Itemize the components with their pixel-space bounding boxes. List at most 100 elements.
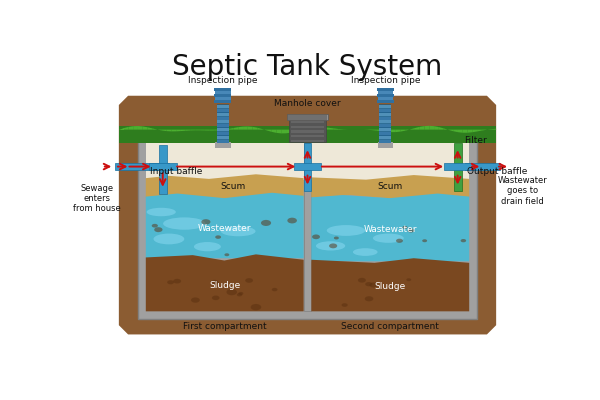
Bar [377, 142, 393, 148]
Polygon shape [372, 130, 377, 131]
Polygon shape [167, 130, 172, 131]
Ellipse shape [358, 278, 366, 283]
Ellipse shape [146, 208, 176, 216]
Bar [377, 91, 393, 94]
Bar [217, 124, 229, 128]
Ellipse shape [461, 239, 466, 242]
Bar [377, 94, 394, 97]
Bar [217, 127, 229, 128]
Bar [217, 116, 229, 120]
Text: Scum: Scum [377, 182, 403, 191]
Bar [379, 109, 391, 113]
Polygon shape [453, 130, 458, 132]
Text: Wastewater: Wastewater [364, 225, 417, 234]
Bar [217, 113, 229, 116]
Polygon shape [272, 130, 277, 133]
Bar [379, 127, 391, 128]
Ellipse shape [406, 278, 411, 281]
Bar [304, 144, 311, 191]
Ellipse shape [212, 296, 220, 300]
Polygon shape [377, 130, 382, 131]
Polygon shape [410, 128, 415, 130]
Polygon shape [119, 128, 124, 130]
Ellipse shape [403, 226, 407, 229]
Polygon shape [291, 130, 296, 133]
Text: Inspection pipe: Inspection pipe [188, 76, 257, 85]
Bar [217, 109, 229, 113]
Bar [287, 114, 328, 120]
Ellipse shape [334, 236, 339, 240]
Polygon shape [311, 175, 469, 199]
Polygon shape [146, 254, 304, 311]
Polygon shape [248, 126, 253, 130]
Text: Sewage
enters
from house: Sewage enters from house [73, 184, 121, 213]
Text: First compartment: First compartment [183, 322, 266, 331]
Polygon shape [491, 129, 496, 130]
Bar [215, 97, 230, 100]
Bar [377, 100, 394, 104]
Polygon shape [286, 130, 291, 133]
Polygon shape [146, 174, 304, 200]
Ellipse shape [329, 244, 337, 248]
Bar [379, 136, 391, 140]
Polygon shape [329, 128, 334, 130]
Ellipse shape [251, 304, 261, 310]
Ellipse shape [312, 234, 320, 239]
Polygon shape [439, 127, 443, 130]
Polygon shape [443, 128, 448, 130]
Bar [377, 88, 394, 91]
Bar [217, 112, 229, 113]
Ellipse shape [191, 298, 200, 303]
Polygon shape [296, 130, 301, 132]
Bar [217, 143, 229, 144]
Ellipse shape [152, 224, 158, 228]
Bar [379, 131, 391, 132]
Polygon shape [310, 127, 314, 130]
Text: Wastewater: Wastewater [198, 224, 251, 233]
Polygon shape [162, 130, 167, 131]
Text: Septic Tank System: Septic Tank System [172, 53, 443, 81]
Bar [119, 126, 496, 144]
Ellipse shape [167, 280, 174, 284]
Bar [379, 116, 391, 120]
Polygon shape [301, 129, 305, 130]
Polygon shape [138, 126, 143, 130]
Bar [214, 100, 231, 104]
Ellipse shape [373, 234, 404, 243]
Bar [217, 128, 229, 132]
Bar [379, 108, 391, 109]
Bar [138, 136, 477, 319]
Bar [217, 120, 229, 124]
Polygon shape [324, 127, 329, 130]
Ellipse shape [211, 280, 219, 285]
Ellipse shape [370, 282, 378, 288]
Bar [215, 142, 230, 148]
Ellipse shape [396, 239, 403, 243]
Polygon shape [281, 130, 286, 134]
Polygon shape [257, 128, 262, 130]
Polygon shape [128, 126, 133, 130]
Polygon shape [267, 130, 272, 132]
Polygon shape [172, 130, 176, 131]
Bar [146, 144, 304, 180]
Ellipse shape [154, 234, 184, 244]
Polygon shape [277, 130, 281, 134]
Polygon shape [224, 129, 229, 130]
Polygon shape [238, 127, 243, 130]
Ellipse shape [245, 278, 253, 283]
Bar [159, 145, 167, 194]
Bar [290, 121, 325, 124]
Bar [290, 135, 325, 137]
Polygon shape [463, 130, 467, 133]
Text: Input baffle: Input baffle [149, 167, 202, 176]
Bar [379, 132, 391, 136]
Bar [379, 120, 391, 124]
Text: Filter: Filter [464, 136, 487, 145]
Ellipse shape [261, 220, 271, 226]
Text: Second compartment: Second compartment [341, 322, 439, 331]
Polygon shape [487, 129, 491, 130]
Polygon shape [448, 130, 453, 131]
Bar [379, 139, 391, 140]
Bar [149, 163, 176, 170]
Polygon shape [143, 126, 148, 130]
